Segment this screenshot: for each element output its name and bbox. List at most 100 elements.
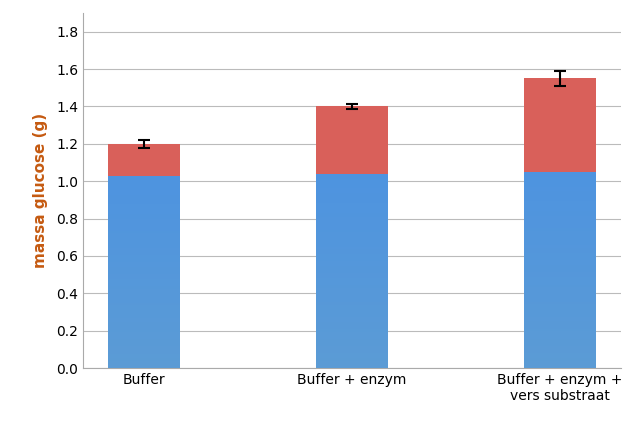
Bar [316,232,388,234]
Bar [524,268,596,270]
Bar [108,322,180,325]
Bar [316,324,388,327]
Bar [108,346,180,349]
Bar [316,276,388,278]
Bar [524,349,596,351]
Bar [316,278,388,281]
Bar [108,233,180,236]
Bar [316,295,388,297]
Bar [316,198,388,200]
Bar [108,291,180,294]
Bar [316,246,388,249]
Bar [316,227,388,229]
Bar [108,361,180,363]
Bar [524,228,596,231]
Bar [108,334,180,337]
Bar [316,288,388,290]
Bar [316,184,388,186]
Bar [316,188,388,191]
Bar [316,361,388,363]
Bar [108,200,180,202]
Bar [524,314,596,317]
Bar [316,344,388,346]
Bar [524,177,596,179]
Bar [108,178,180,181]
Bar [524,307,596,309]
Bar [108,359,180,361]
Bar [108,289,180,291]
Bar [108,236,180,238]
Bar [108,219,180,221]
Bar [108,337,180,339]
Bar [108,190,180,192]
Bar [108,286,180,289]
Bar [316,107,388,174]
Bar [108,250,180,252]
Bar [108,269,180,272]
Bar [108,281,180,284]
Bar [108,257,180,260]
Bar [524,179,596,182]
Bar [316,208,388,210]
Bar [108,255,180,257]
Bar [108,308,180,310]
Bar [524,334,596,336]
Bar [316,178,388,181]
Bar [524,189,596,191]
Bar [524,287,596,290]
Bar [108,325,180,327]
Bar [108,320,180,322]
Bar [524,250,596,253]
Y-axis label: massa glucose (g): massa glucose (g) [33,113,48,268]
Bar [316,312,388,315]
Bar [316,176,388,178]
Bar [316,320,388,322]
Bar [108,221,180,224]
Bar [108,248,180,250]
Bar [316,363,388,365]
Bar [524,236,596,238]
Bar [524,270,596,272]
Bar [108,277,180,279]
Bar [316,334,388,336]
Bar [108,313,180,315]
Bar [108,204,180,207]
Bar [316,322,388,324]
Bar [108,274,180,277]
Bar [316,332,388,334]
Bar [316,210,388,213]
Bar [108,183,180,185]
Bar [316,283,388,285]
Bar [524,331,596,334]
Bar [524,221,596,223]
Bar [108,192,180,195]
Bar [316,281,388,283]
Bar [524,353,596,356]
Bar [524,346,596,349]
Bar [316,174,388,176]
Bar [316,359,388,361]
Bar [316,329,388,332]
Bar [524,319,596,321]
Bar [524,243,596,246]
Bar [316,305,388,307]
Bar [524,191,596,194]
Bar [524,339,596,341]
Bar [108,356,180,359]
Bar [316,315,388,317]
Bar [524,174,596,177]
Bar [108,303,180,306]
Bar [108,298,180,301]
Bar [316,346,388,349]
Bar [108,327,180,330]
Bar [316,353,388,356]
Bar [524,172,596,174]
Bar [108,231,180,233]
Bar [524,290,596,292]
Bar [316,256,388,259]
Bar [316,310,388,312]
Bar [524,238,596,240]
Bar [108,284,180,286]
Bar [316,273,388,276]
Bar [524,196,596,199]
